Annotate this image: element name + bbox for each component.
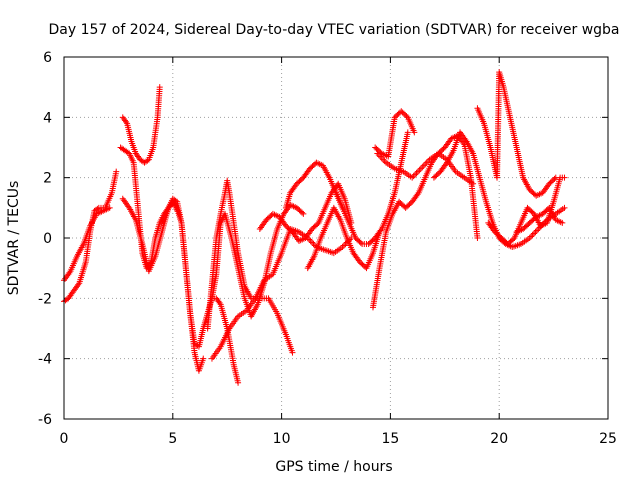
series-arc15 (372, 108, 418, 160)
data-point (381, 158, 388, 165)
data-point (172, 197, 179, 204)
series-arc11 (304, 204, 383, 272)
y-tick-label: -4 (38, 352, 52, 368)
data-point (113, 168, 120, 175)
data-point (420, 162, 427, 169)
y-tick-label: 4 (43, 110, 52, 126)
data-point (144, 157, 151, 164)
data-point (94, 205, 101, 212)
data-point (340, 242, 347, 249)
data-point (156, 84, 163, 91)
series-arc2 (61, 204, 113, 284)
data-point (561, 204, 568, 211)
data-point (413, 170, 420, 177)
data-point (235, 379, 242, 386)
data-point (410, 173, 417, 180)
chart-title: Day 157 of 2024, Sidereal Day-to-day VTE… (48, 22, 619, 38)
series-arc3 (119, 84, 163, 166)
x-tick-label: 10 (273, 431, 291, 447)
data-point (63, 296, 70, 303)
series-arc9 (208, 201, 307, 320)
x-tick-label: 5 (168, 431, 177, 447)
y-tick-label: -2 (38, 291, 52, 307)
y-tick-label: 0 (43, 231, 52, 247)
y-tick-label: 2 (43, 171, 52, 187)
data-point (357, 239, 364, 246)
data-point (404, 129, 411, 136)
data-point (474, 235, 481, 241)
data-point (403, 113, 410, 120)
data-points (61, 69, 568, 386)
data-point (561, 174, 568, 181)
data-point (314, 221, 321, 228)
data-point (300, 210, 307, 217)
y-axis-label: SDTVAR / TECUs (6, 181, 22, 296)
series-arc10 (256, 180, 355, 245)
data-point (425, 158, 432, 165)
data-point (417, 165, 424, 172)
series-arc1 (61, 168, 120, 305)
series-arc18 (474, 69, 559, 199)
data-point (416, 167, 423, 174)
x-tick-label: 15 (381, 431, 399, 447)
data-point (414, 168, 421, 175)
data-point (106, 204, 113, 211)
x-axis-label: GPS time / hours (275, 459, 392, 475)
y-tick-label: -6 (38, 412, 52, 428)
data-point (470, 180, 477, 187)
series-arc7 (204, 177, 296, 356)
data-point (559, 219, 566, 226)
series-arc20 (513, 204, 566, 235)
data-point (299, 209, 306, 216)
data-point (532, 228, 539, 235)
series-arc14 (369, 132, 481, 311)
data-point (307, 238, 314, 245)
data-point (289, 349, 296, 356)
data-point (533, 227, 540, 234)
data-point (510, 236, 517, 243)
data-point (531, 230, 538, 237)
x-tick-label: 25 (599, 431, 617, 447)
data-point (529, 231, 536, 238)
data-point (528, 233, 535, 240)
data-point (375, 152, 382, 159)
data-point (309, 239, 316, 246)
y-tick-label: 6 (43, 50, 52, 66)
x-tick-label: 20 (490, 431, 508, 447)
axis-ticks: 0 5 10 15 20 25 -6 -4 -2 0 2 4 6 (38, 50, 617, 447)
data-point (551, 175, 558, 182)
x-tick-label: 0 (60, 431, 69, 447)
data-point (411, 129, 418, 136)
data-point (419, 164, 426, 171)
plot-frame (63, 56, 609, 420)
data-point (200, 355, 207, 362)
